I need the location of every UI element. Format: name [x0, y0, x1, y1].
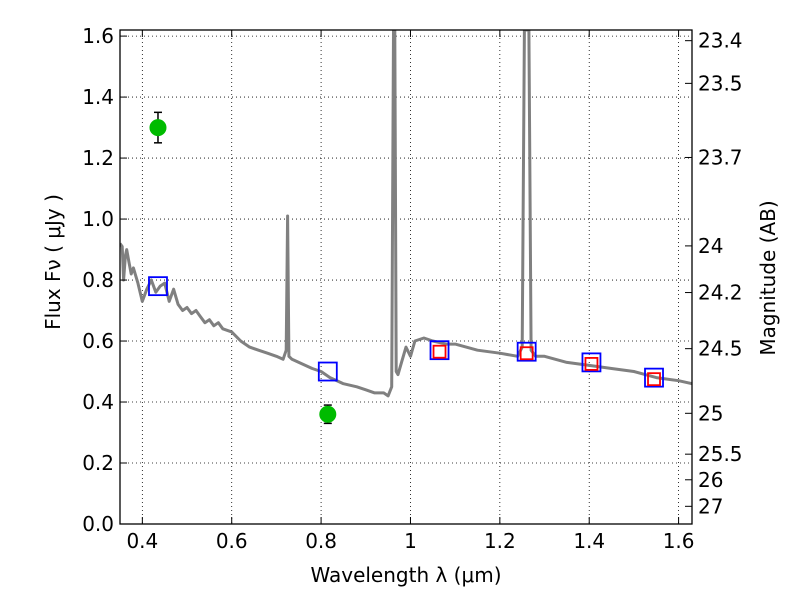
plot-frame — [119, 29, 693, 525]
model-spectrum-line — [120, 30, 692, 398]
y2-tick-label: 25.5 — [698, 442, 743, 466]
model-flux-square — [644, 367, 664, 388]
x-tick-label: 0.6 — [216, 529, 248, 553]
grid-lines — [120, 30, 692, 525]
x-tick-label: 1.4 — [573, 529, 605, 553]
y2-tick-label: 23.7 — [698, 145, 743, 169]
plot-area — [120, 30, 692, 425]
y2-tick-label: 26 — [698, 468, 723, 492]
y-tick-label: 1.2 — [82, 146, 114, 170]
y-axis-ticks: 0.0 0.2 0.4 0.6 0.8 1.0 1.2 1.4 1.6 — [82, 24, 127, 536]
y-tick-label: 0.4 — [82, 390, 114, 414]
y-tick-label: 0.6 — [82, 329, 114, 353]
model-flux-square — [148, 276, 168, 297]
upper-limit-square — [432, 344, 447, 359]
x-axis-label: Wavelength λ (μm) — [310, 563, 501, 587]
x-tick-label: 1.2 — [484, 529, 516, 553]
photometry-point — [319, 405, 337, 423]
y2-axis-label: Magnitude (AB) — [756, 200, 780, 355]
y-tick-label: 1.0 — [82, 207, 114, 231]
x-tick-label: 1 — [404, 529, 417, 553]
x-tick-label: 0.8 — [305, 529, 337, 553]
model-flux-square — [516, 341, 537, 362]
model-flux-square — [429, 340, 450, 361]
x-tick-label: 1.6 — [663, 529, 695, 553]
upper-limit-square — [647, 372, 661, 387]
y2-tick-label: 23.5 — [698, 71, 743, 95]
y2-tick-label: 24.2 — [698, 281, 743, 305]
y2-tick-label: 27 — [698, 494, 723, 518]
y2-tick-label: 25 — [698, 401, 723, 425]
photometry-point — [149, 119, 167, 137]
y2-tick-label: 24.5 — [698, 337, 743, 361]
series-layer — [120, 30, 692, 425]
upper-limit-square — [584, 357, 599, 371]
y-axis-label: Flux Fν ( μJy ) — [41, 194, 65, 330]
y-tick-label: 0.0 — [82, 512, 114, 536]
y-tick-label: 0.8 — [82, 268, 114, 292]
model-flux-square — [317, 361, 338, 382]
y2-tick-label: 23.4 — [698, 29, 743, 53]
model-flux-square — [581, 352, 602, 373]
y-tick-label: 1.4 — [82, 85, 114, 109]
y-tick-label: 1.6 — [82, 24, 114, 48]
x-axis-ticks: 0.4 0.6 0.8 1 1.2 1.4 1.6 — [126, 30, 695, 553]
y2-tick-label: 24 — [698, 234, 723, 258]
y-tick-label: 0.2 — [82, 451, 114, 475]
upper-limit-square — [519, 346, 534, 361]
x-tick-label: 0.4 — [126, 529, 158, 553]
